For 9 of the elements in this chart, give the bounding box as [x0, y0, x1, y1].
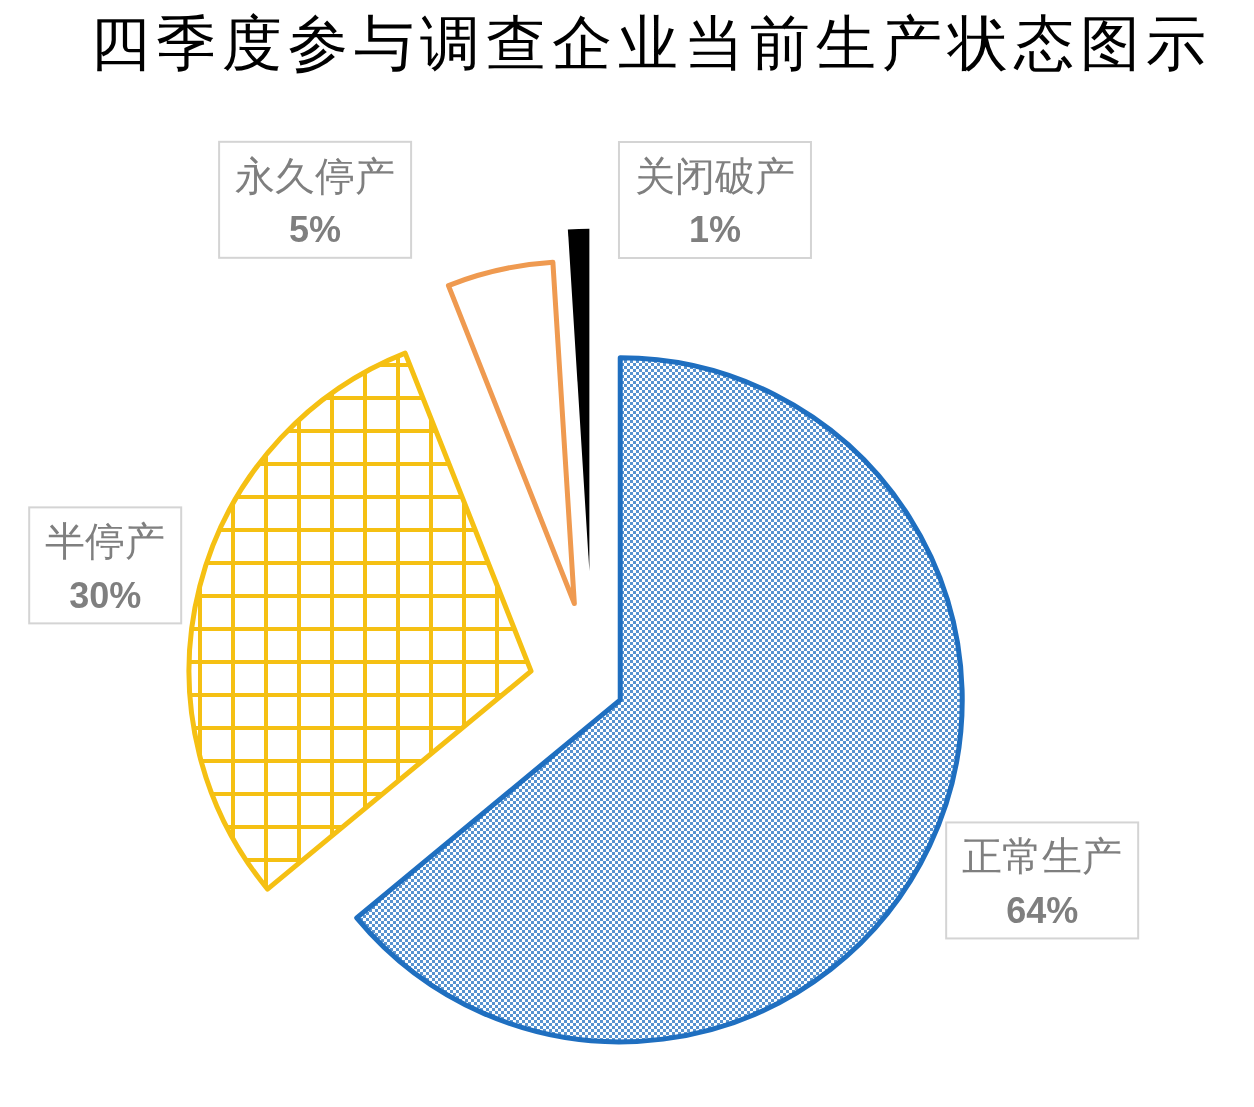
data-label: 30%	[69, 574, 142, 616]
data-label: 64%	[1006, 889, 1079, 931]
slice-label: 永久停产	[235, 153, 396, 198]
slice-label: 正常生产	[962, 834, 1123, 879]
slice-label: 半停产	[45, 519, 166, 564]
data-label: 5%	[289, 209, 342, 251]
data-label: 1%	[688, 209, 741, 251]
slice-label: 关闭破产	[634, 153, 795, 198]
title: 四季度参与调查企业当前生产状态图示	[90, 11, 1212, 77]
